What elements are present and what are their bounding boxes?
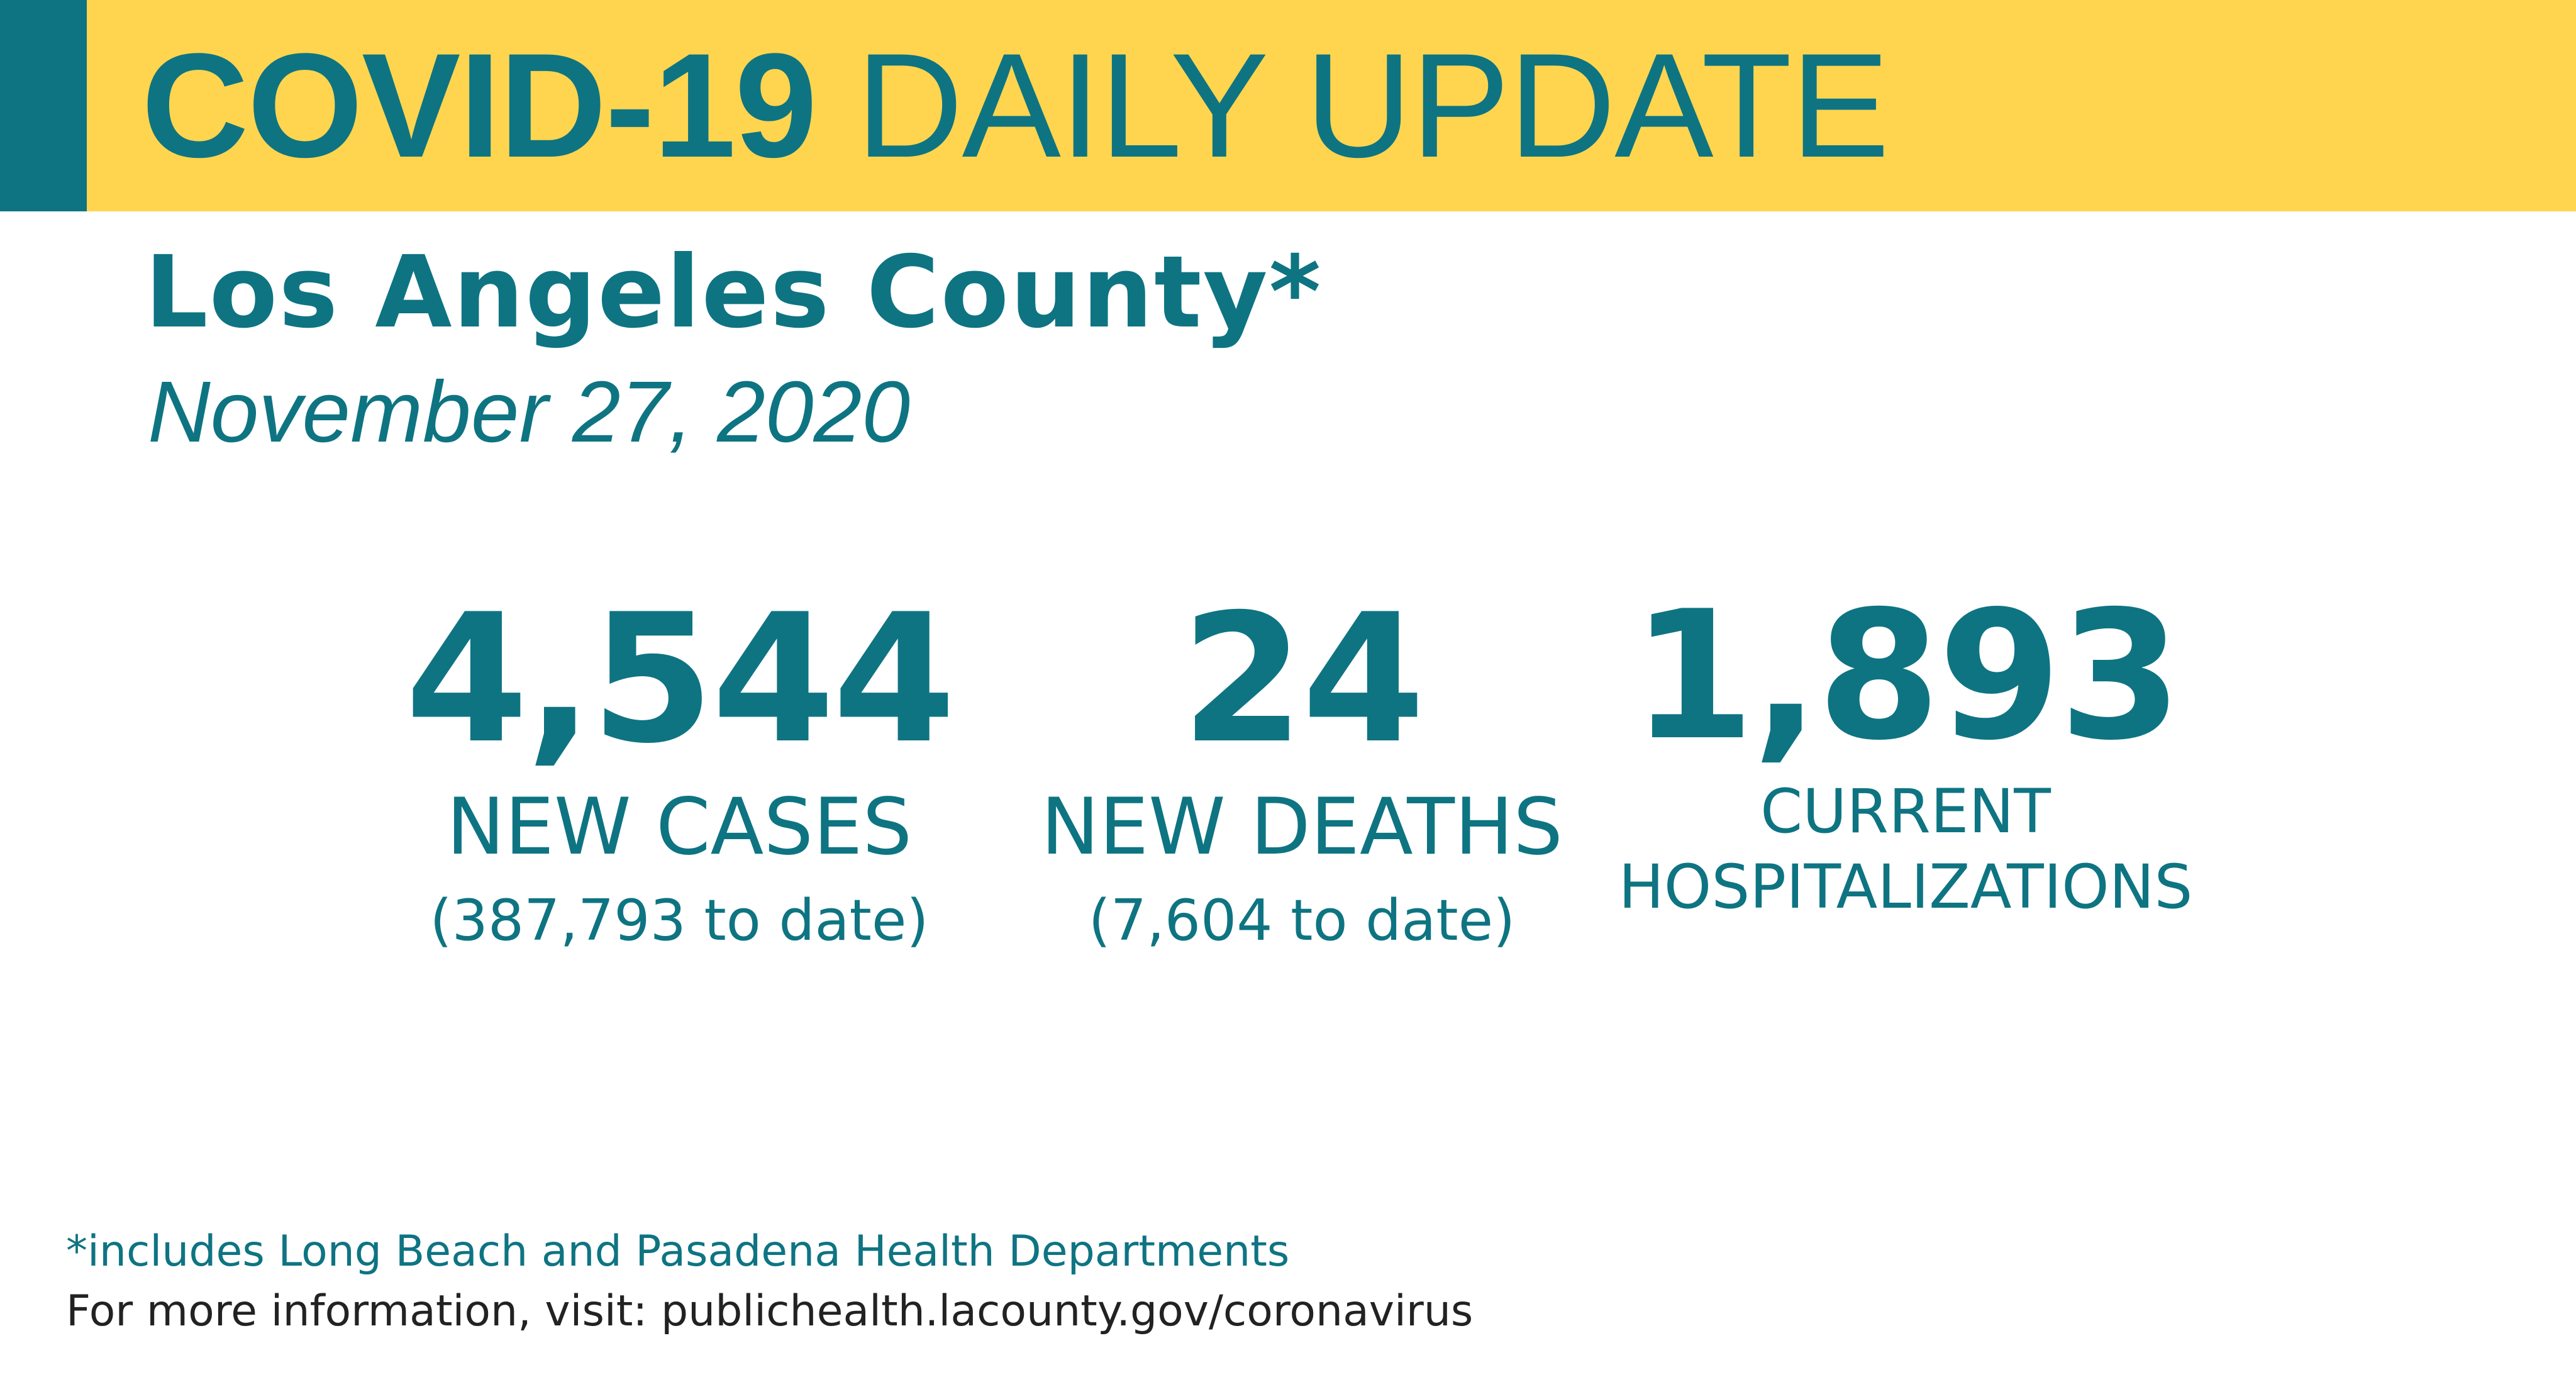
footnote: *includes Long Beach and Pasadena Health… (66, 1227, 1290, 1276)
stat-new-cases: 4,544 NEW CASES (387,793 to date) (390, 585, 969, 959)
banner-accent-bar (0, 0, 87, 211)
county-name: Los Angeles County* (145, 235, 1323, 350)
deaths-to-date: (7,604 to date) (1088, 888, 1516, 954)
cases-to-date: (387,793 to date) (430, 888, 929, 954)
header-banner: COVID-19 DAILY UPDATE (0, 0, 2576, 211)
page-title: COVID-19 DAILY UPDATE (142, 23, 1890, 189)
new-cases-label: NEW CASES (446, 782, 913, 872)
new-deaths-label: NEW DEATHS (1041, 782, 1563, 872)
report-date: November 27, 2020 (148, 364, 911, 460)
hospitalizations-value: 1,893 (1631, 572, 2182, 779)
title-covid: COVID-19 (142, 23, 818, 189)
new-deaths-value: 24 (1180, 576, 1425, 783)
stat-new-deaths: 24 NEW DEATHS (7,604 to date) (1025, 585, 1579, 959)
hospitalizations-label-line1: CURRENT (1760, 776, 2051, 847)
new-cases-value: 4,544 (405, 576, 956, 783)
hospitalizations-label-line2: HOSPITALIZATIONS (1618, 852, 2193, 922)
stat-hospitalizations: 1,893 CURRENT HOSPITALIZATIONS (1610, 585, 2201, 925)
more-info-text: For more information, visit: publichealt… (66, 1286, 1474, 1336)
title-daily-update: DAILY UPDATE (856, 23, 1890, 189)
